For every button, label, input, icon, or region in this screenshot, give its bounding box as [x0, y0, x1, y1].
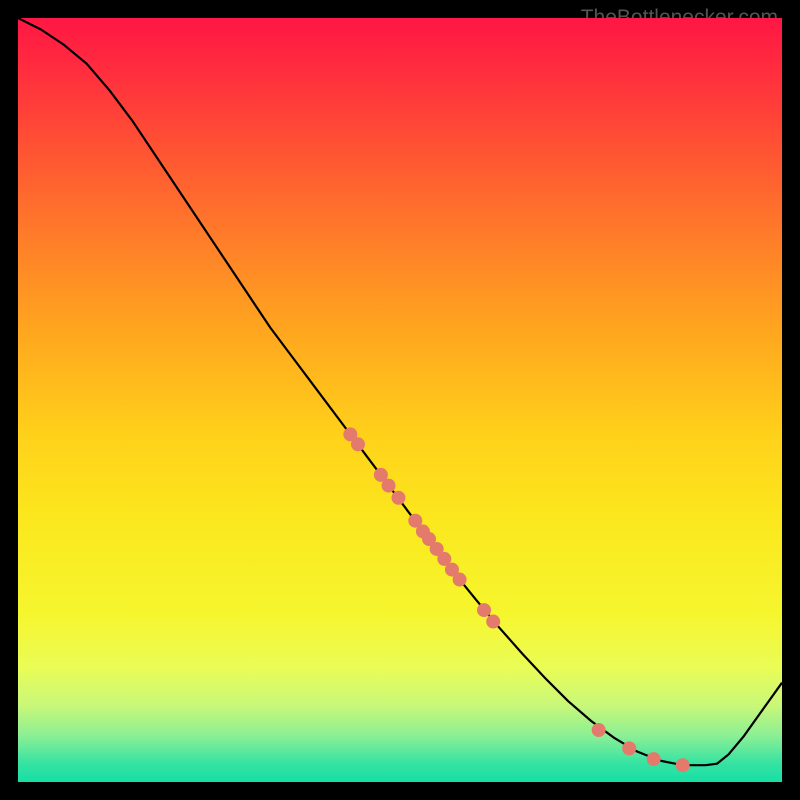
data-point: [477, 603, 491, 617]
plot-area: [18, 18, 782, 782]
data-point: [351, 437, 365, 451]
data-point: [622, 741, 636, 755]
data-point: [486, 615, 500, 629]
data-point: [382, 479, 396, 493]
data-point: [647, 752, 661, 766]
data-point: [453, 573, 467, 587]
data-point: [391, 491, 405, 505]
data-point: [676, 758, 690, 772]
marker-layer: [18, 18, 782, 782]
data-point: [592, 723, 606, 737]
